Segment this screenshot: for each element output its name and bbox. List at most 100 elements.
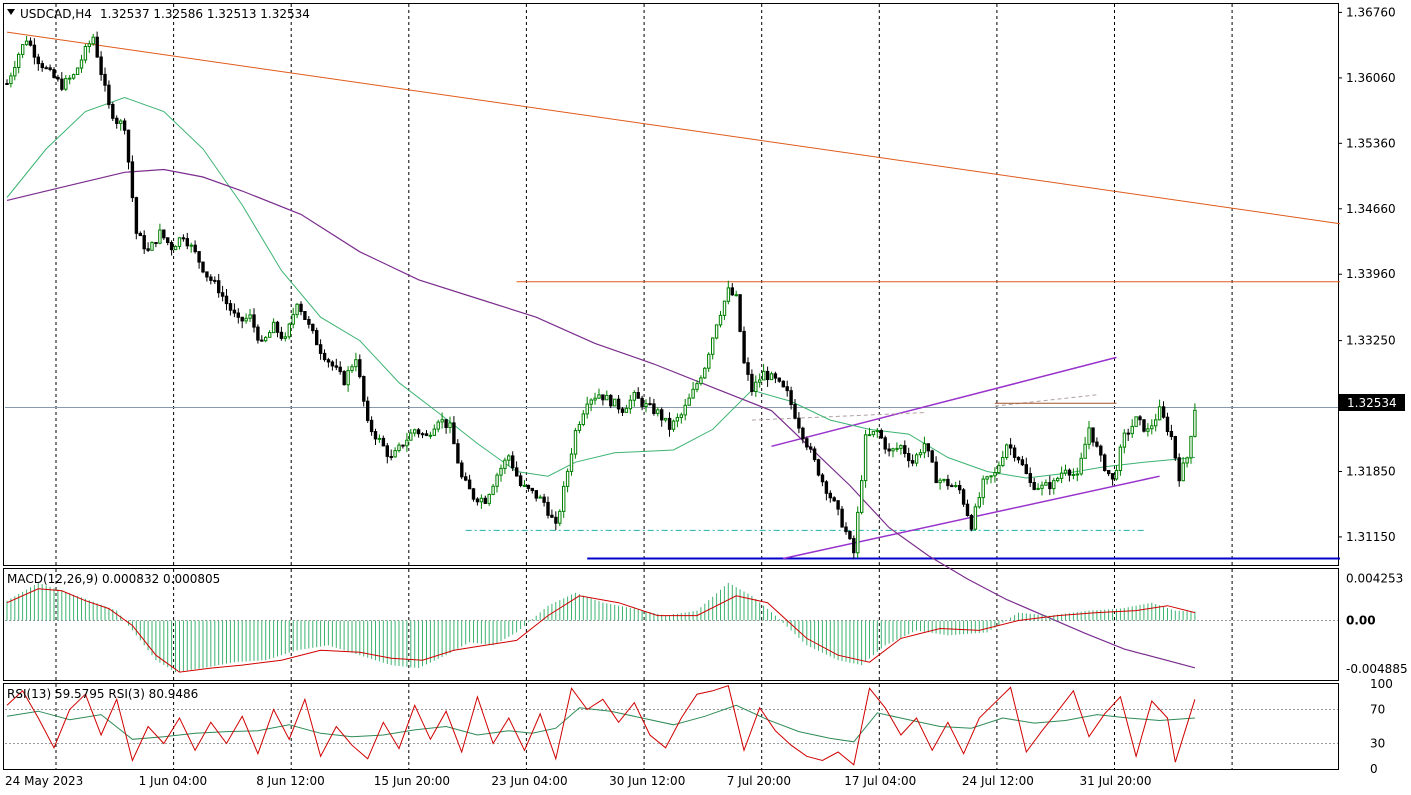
candle-body bbox=[209, 276, 213, 281]
candle-body bbox=[750, 373, 754, 392]
candle-body bbox=[71, 74, 76, 79]
candle-body bbox=[1001, 457, 1005, 466]
dropdown-triangle-icon[interactable] bbox=[7, 9, 15, 15]
candle-body bbox=[256, 326, 260, 341]
candle-body bbox=[922, 443, 927, 454]
ma-fast-line bbox=[6, 96, 1195, 479]
candle-body bbox=[60, 78, 64, 90]
candle-body bbox=[1012, 447, 1017, 458]
candle-body bbox=[346, 370, 350, 386]
candle-body bbox=[711, 337, 715, 355]
candle-body bbox=[330, 361, 335, 367]
candle-body bbox=[48, 67, 52, 71]
candle-body bbox=[632, 392, 636, 401]
current-price-badge bbox=[1339, 394, 1405, 411]
x-tick-label: 23 Jun 04:00 bbox=[491, 774, 567, 788]
rsi-panel-frame bbox=[3, 683, 1339, 770]
candle-body bbox=[542, 496, 546, 503]
candle-body bbox=[1056, 477, 1060, 482]
candle-body bbox=[820, 474, 825, 483]
candle-body bbox=[640, 397, 644, 407]
candle-body bbox=[193, 244, 197, 253]
candle-body bbox=[213, 279, 217, 282]
candle-body bbox=[946, 478, 950, 487]
candle-body bbox=[703, 367, 707, 379]
candle-body bbox=[295, 303, 299, 316]
candle-body bbox=[68, 77, 72, 80]
candle-body bbox=[613, 398, 617, 407]
candle-body bbox=[534, 490, 538, 499]
candle-body bbox=[1095, 441, 1099, 447]
candle-body bbox=[52, 69, 56, 78]
candle-body bbox=[1024, 464, 1028, 475]
candle-body bbox=[918, 452, 923, 456]
candle-body bbox=[648, 403, 652, 406]
candle-body bbox=[652, 403, 656, 414]
candle-body bbox=[409, 432, 413, 441]
candle-body bbox=[503, 459, 507, 469]
candle-body bbox=[879, 430, 883, 439]
candle-body bbox=[926, 443, 930, 452]
candle-body bbox=[805, 438, 809, 448]
candle-body bbox=[934, 461, 938, 484]
candle-body bbox=[358, 359, 362, 378]
candle-body bbox=[44, 67, 48, 70]
rsi3-line bbox=[6, 685, 1196, 766]
candle-body bbox=[1040, 484, 1044, 489]
candle-body bbox=[436, 421, 440, 430]
candle-body bbox=[742, 330, 746, 364]
candle-body bbox=[154, 242, 158, 244]
candle-body bbox=[413, 429, 417, 434]
candle-body bbox=[217, 280, 221, 294]
candle-body bbox=[475, 498, 480, 503]
candle-body bbox=[769, 373, 774, 381]
main-panel-frame bbox=[3, 3, 1339, 566]
candle-body bbox=[797, 417, 801, 429]
candle-body bbox=[961, 489, 966, 505]
candle-body bbox=[185, 238, 190, 247]
candle-body bbox=[989, 475, 993, 478]
candle-body bbox=[707, 353, 711, 369]
candle-body bbox=[1142, 419, 1146, 432]
candle-body bbox=[938, 479, 942, 484]
candle-body bbox=[683, 404, 687, 416]
candle-body bbox=[809, 446, 813, 450]
candle-body bbox=[1146, 428, 1150, 432]
macd-panel-frame bbox=[3, 568, 1339, 681]
x-tick-label: 30 Jun 12:00 bbox=[609, 774, 685, 788]
rsi-tick-label: 0 bbox=[1370, 762, 1378, 776]
rsi13-line bbox=[6, 704, 1195, 743]
candle-body bbox=[1016, 456, 1021, 461]
candle-body bbox=[1071, 474, 1076, 476]
candle-body bbox=[24, 40, 29, 46]
candle-body bbox=[91, 36, 95, 45]
candle-body bbox=[726, 287, 731, 302]
candle-body bbox=[32, 44, 37, 58]
candle-body bbox=[1134, 416, 1138, 427]
candle-body bbox=[1083, 443, 1087, 459]
candle-body bbox=[464, 476, 468, 481]
candle-body bbox=[1177, 457, 1181, 482]
candle-body bbox=[605, 394, 609, 401]
candle-body bbox=[471, 488, 476, 500]
candle-body bbox=[119, 120, 123, 124]
candle-body bbox=[452, 422, 456, 445]
candle-body bbox=[511, 455, 515, 469]
candle-body bbox=[393, 450, 397, 458]
candle-body bbox=[467, 479, 472, 490]
candle-body bbox=[142, 235, 146, 250]
candle-body bbox=[848, 531, 852, 540]
candle-body bbox=[758, 379, 762, 383]
candle-body bbox=[1126, 432, 1130, 435]
candle-body bbox=[369, 419, 374, 433]
candle-body bbox=[593, 397, 597, 401]
candle-body bbox=[103, 73, 107, 86]
candle-body bbox=[122, 120, 127, 131]
rsi-indicator bbox=[6, 685, 1196, 766]
candle-body bbox=[1138, 416, 1142, 421]
candle-body bbox=[969, 515, 974, 530]
macd-indicator bbox=[6, 582, 1196, 673]
candle-body bbox=[554, 516, 558, 524]
candle-body bbox=[812, 448, 817, 461]
candle-body bbox=[1161, 406, 1166, 418]
